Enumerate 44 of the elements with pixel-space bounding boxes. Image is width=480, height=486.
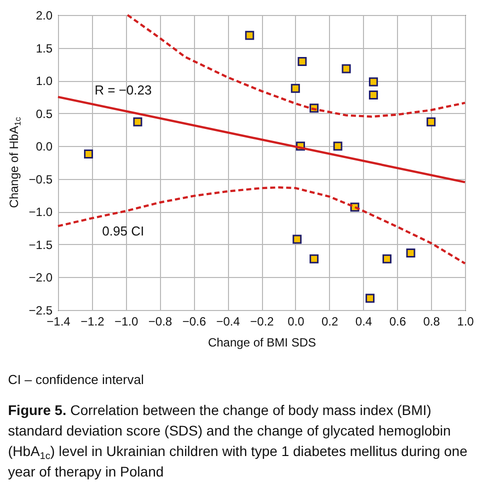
y-tick-label: 2.0 — [36, 8, 53, 22]
series-label: 0.95 CI — [102, 224, 144, 239]
x-tick-label: −1.2 — [80, 314, 105, 328]
y-tick-label: −2.0 — [28, 270, 53, 285]
x-tick-label: 0.2 — [321, 314, 338, 328]
point — [84, 149, 94, 158]
x-axis-title: Change of BMI SDS — [208, 336, 316, 350]
x-tick-label: 0.6 — [389, 314, 406, 328]
point — [310, 254, 319, 264]
point — [298, 57, 307, 66]
point — [366, 294, 375, 303]
point — [290, 84, 300, 93]
x-tick-label: −0.6 — [182, 314, 206, 328]
point — [333, 142, 342, 151]
point — [406, 248, 416, 258]
x-tick-label: −0.8 — [148, 314, 172, 328]
line-series — [56, 186, 466, 265]
x-tick-label: 0.0 — [288, 314, 305, 328]
x-tick-label: 0.4 — [355, 314, 372, 328]
y-tick-label: −2.5 — [28, 304, 53, 318]
x-tick-label: 1.0 — [457, 314, 474, 328]
point — [292, 234, 302, 244]
text: CI – confidence interval — [8, 372, 144, 387]
y-tick-label: −1.5 — [28, 238, 53, 252]
point — [342, 64, 351, 74]
x-tick-label: 0.8 — [423, 314, 440, 328]
y-tick-label: 0.5 — [36, 106, 53, 121]
y-tick-label: 0.0 — [36, 140, 53, 154]
x-tick-label: −1.0 — [114, 314, 138, 328]
y-tick-label: −1.0 — [28, 205, 53, 220]
y-tick-label: 1.0 — [36, 74, 53, 88]
point — [426, 117, 436, 126]
point — [133, 117, 142, 126]
y-axis-title: Change of HbA1c — [7, 117, 23, 208]
y-tick-label: 1.5 — [36, 41, 53, 56]
point — [368, 77, 378, 86]
point — [368, 90, 378, 100]
point — [245, 30, 254, 40]
x-tick-label: −1.4 — [46, 314, 71, 328]
y-tick-label: −0.5 — [28, 172, 53, 186]
series-label: R = −0.23 — [94, 82, 152, 98]
x-tick-label: −0.2 — [250, 314, 274, 328]
x-tick-label: −0.4 — [216, 314, 240, 328]
point — [382, 254, 392, 264]
